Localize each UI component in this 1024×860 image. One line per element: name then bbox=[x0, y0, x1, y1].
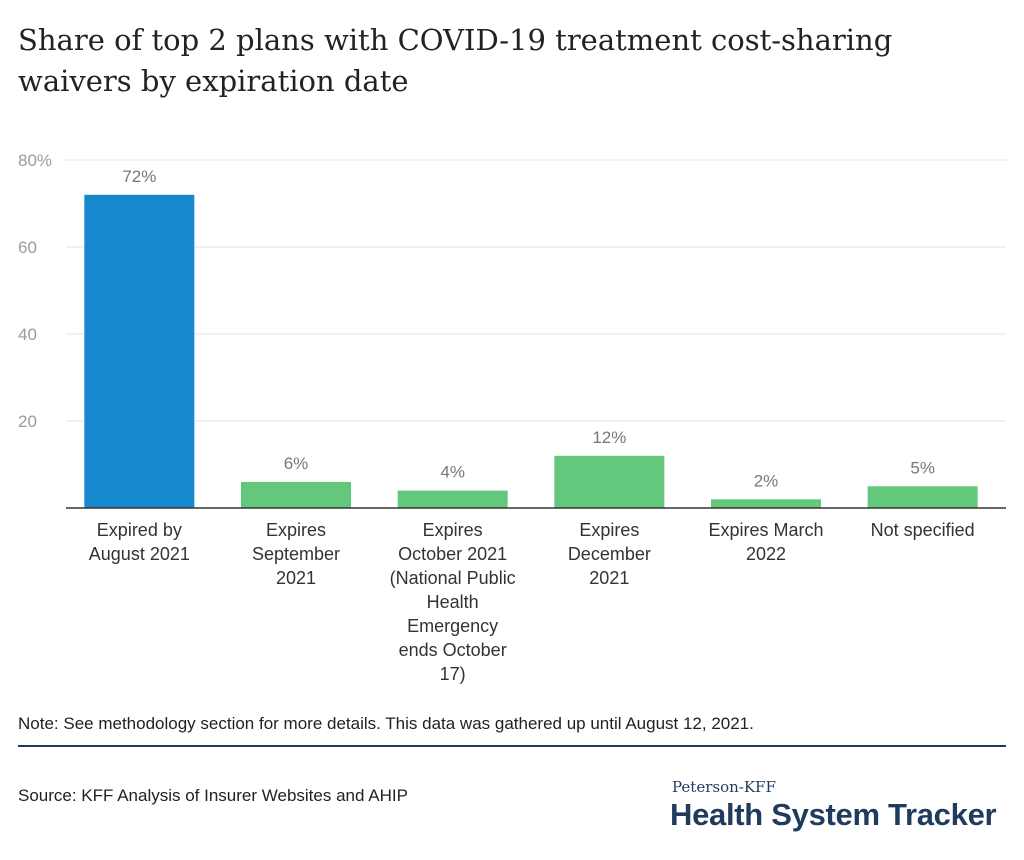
bar bbox=[397, 490, 508, 508]
bar bbox=[867, 486, 978, 508]
x-tick-label-line: 17) bbox=[440, 664, 466, 684]
y-tick-label: 40 bbox=[18, 325, 37, 344]
x-tick-label-line: September bbox=[252, 544, 340, 564]
bar bbox=[711, 499, 821, 508]
x-tick-label-line: Expires bbox=[266, 520, 326, 540]
x-tick-label-line: Expires bbox=[579, 520, 639, 540]
x-tick-label: Expired by August 2021 bbox=[89, 520, 190, 564]
bar bbox=[554, 455, 665, 508]
x-tick-label: Not specified bbox=[871, 520, 975, 540]
x-tick-label-line: August 2021 bbox=[89, 544, 190, 564]
x-tick-label-line: Expired by bbox=[97, 520, 182, 540]
axes: 20 40 60 80% Expired by August 2021 Expires Sep… bbox=[18, 151, 1006, 684]
brand-logo: Health System Tracker bbox=[670, 797, 997, 832]
x-tick-label: Expires December 2021 bbox=[568, 520, 651, 588]
x-tick-label: Expires October 2021 (National Public Healt… bbox=[390, 520, 516, 684]
x-tick-label-line: 2022 bbox=[746, 544, 786, 564]
x-tick-label: Expires September 2021 bbox=[252, 520, 340, 588]
data-label: 4% bbox=[440, 463, 465, 482]
chart-title: Share of top 2 plans with COVID-19 treat… bbox=[18, 23, 893, 98]
data-label: 5% bbox=[910, 458, 935, 477]
x-tick-label-line: ends October bbox=[399, 640, 507, 660]
grid-lines bbox=[66, 159, 1006, 422]
bar bbox=[241, 481, 351, 508]
chart-note: Note: See methodology section for more d… bbox=[18, 714, 754, 733]
data-labels: 72% 6% 4% 12% 2% 5% bbox=[122, 167, 935, 490]
y-tick-label: 80% bbox=[18, 151, 52, 170]
x-tick-label-line: (National Public bbox=[390, 568, 516, 588]
data-label: 6% bbox=[284, 454, 309, 473]
chart-source: Source: KFF Analysis of Insurer Websites… bbox=[18, 786, 408, 805]
x-tick-label-line: December bbox=[568, 544, 651, 564]
data-label: 72% bbox=[122, 167, 156, 186]
x-tick-label: Expires March 2022 bbox=[708, 520, 823, 564]
data-label: 12% bbox=[592, 428, 626, 447]
divider bbox=[18, 745, 1006, 747]
x-tick-label-line: 2021 bbox=[589, 568, 629, 588]
x-tick-label-line: Health bbox=[427, 592, 479, 612]
bar bbox=[84, 194, 195, 509]
brand-logo-small: Peterson-KFF bbox=[672, 778, 776, 796]
bars bbox=[84, 194, 978, 509]
x-tick-label-line: Expires March bbox=[708, 520, 823, 540]
data-label: 2% bbox=[754, 471, 779, 490]
x-tick-label-line: Emergency bbox=[407, 616, 498, 636]
x-tick-label-line: Expires bbox=[423, 520, 483, 540]
x-tick-label-line: Not specified bbox=[871, 520, 975, 540]
y-tick-label: 20 bbox=[18, 412, 37, 431]
y-tick-label: 60 bbox=[18, 238, 37, 257]
x-tick-label-line: 2021 bbox=[276, 568, 316, 588]
x-tick-label-line: October 2021 bbox=[398, 544, 507, 564]
bar-chart: 72% 6% 4% 12% 2% 5% 20 40 60 80% Expired by August… bbox=[18, 151, 1006, 684]
